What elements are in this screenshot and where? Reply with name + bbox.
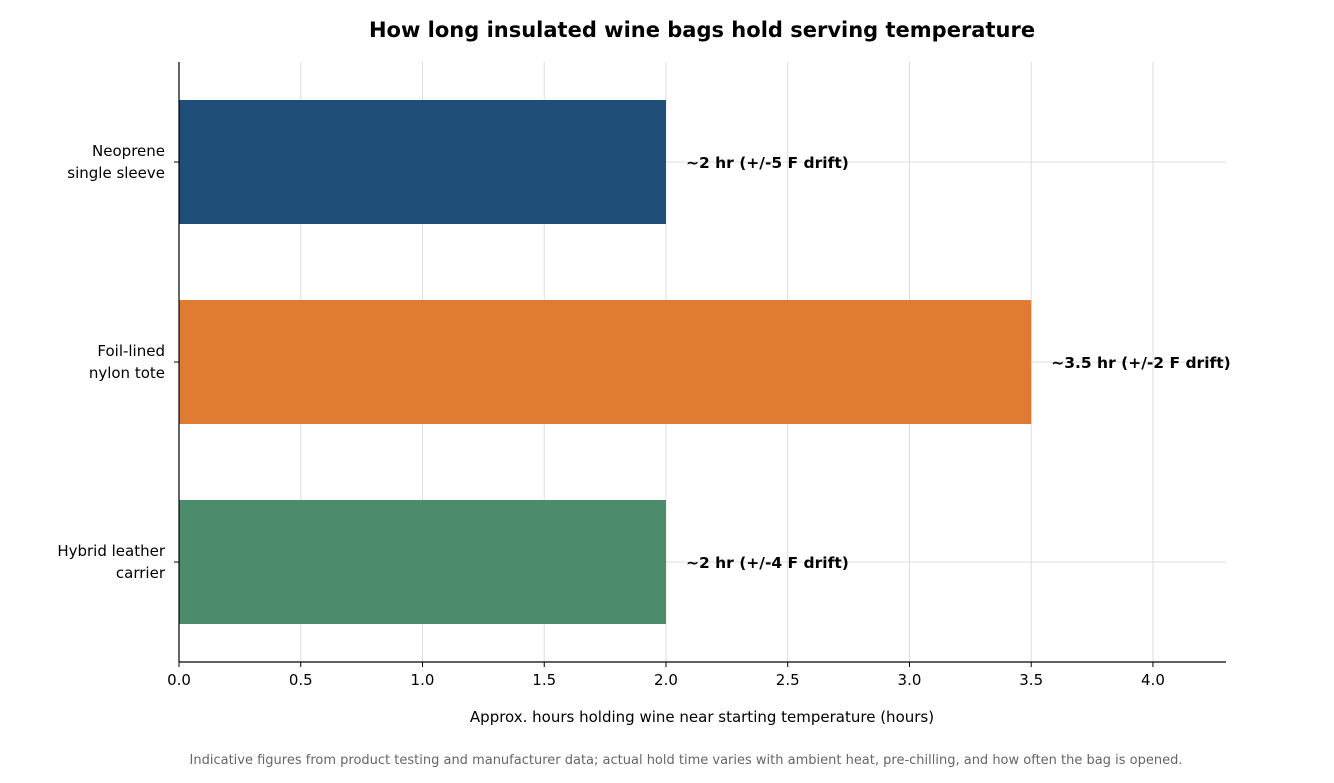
x-tick-label: 2.0 bbox=[654, 671, 678, 689]
x-tick-label: 0.0 bbox=[167, 671, 191, 689]
bar-data-label: ~3.5 hr (+/-2 F drift) bbox=[1051, 354, 1231, 372]
category-label-line: Neoprene bbox=[92, 142, 165, 160]
x-tick-label: 3.5 bbox=[1019, 671, 1043, 689]
bar bbox=[179, 100, 666, 224]
x-axis-label: Approx. hours holding wine near starting… bbox=[470, 708, 934, 726]
data-labels: ~2 hr (+/-5 F drift) ~3.5 hr (+/-2 F drif… bbox=[686, 154, 1231, 572]
category-label-line: Foil-lined bbox=[97, 342, 165, 360]
bars bbox=[179, 100, 1032, 624]
category-label-line: nylon tote bbox=[89, 364, 165, 382]
category-label-line: single sleeve bbox=[67, 164, 165, 182]
x-tick-label: 0.5 bbox=[289, 671, 313, 689]
category-label-line: carrier bbox=[116, 564, 166, 582]
x-tick-label: 1.0 bbox=[411, 671, 435, 689]
bar-data-label: ~2 hr (+/-4 F drift) bbox=[686, 554, 849, 572]
category-label: Hybrid leather carrier bbox=[57, 542, 166, 582]
category-label: Foil-lined nylon tote bbox=[89, 342, 165, 382]
x-tick-label: 3.0 bbox=[898, 671, 922, 689]
category-label-line: Hybrid leather bbox=[57, 542, 166, 560]
y-ticks: Neoprene single sleeve Foil-lined nylon tot… bbox=[57, 142, 179, 582]
x-ticks: 0.0 0.5 1.0 1.5 2.0 2.5 3.0 3.5 4.0 bbox=[167, 662, 1165, 689]
x-tick-label: 4.0 bbox=[1141, 671, 1165, 689]
x-tick-label: 2.5 bbox=[776, 671, 800, 689]
bar bbox=[179, 300, 1032, 424]
category-label: Neoprene single sleeve bbox=[67, 142, 165, 182]
chart-title: How long insulated wine bags hold servin… bbox=[369, 18, 1035, 42]
bar-data-label: ~2 hr (+/-5 F drift) bbox=[686, 154, 849, 172]
footnote: Indicative figures from product testing … bbox=[190, 753, 1183, 768]
bar bbox=[179, 500, 666, 624]
x-tick-label: 1.5 bbox=[532, 671, 556, 689]
